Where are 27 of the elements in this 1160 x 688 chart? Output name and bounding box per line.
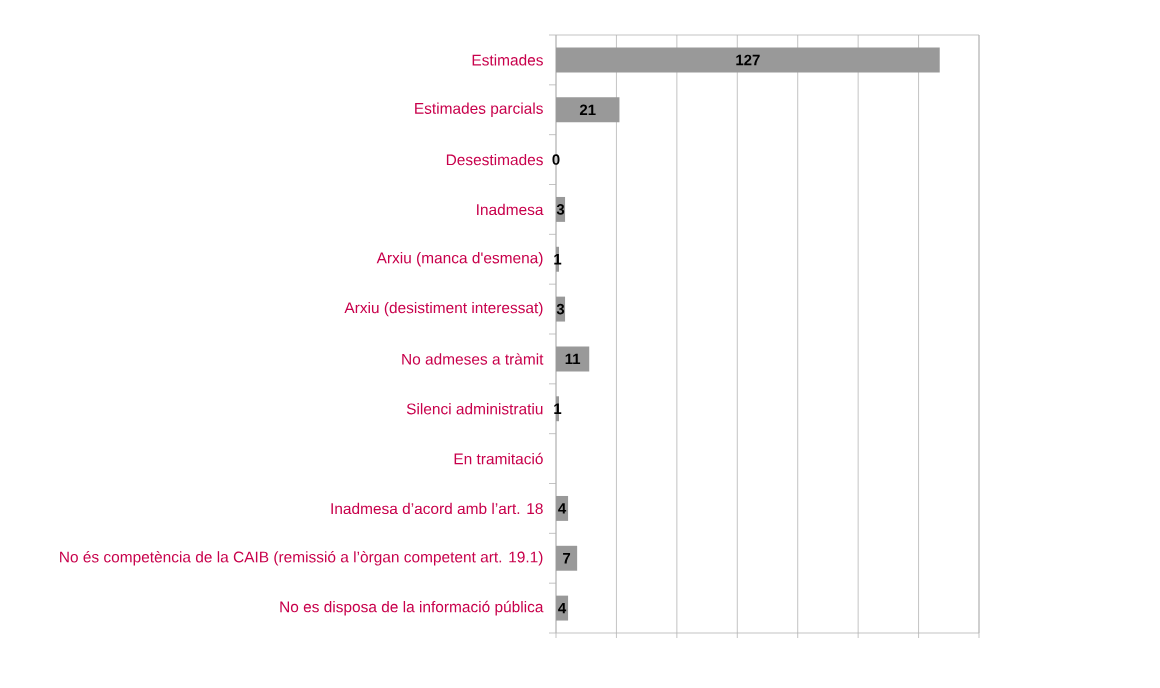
y-tick-label: En tramitació: [454, 452, 543, 465]
y-tick-label: Estimades parcials: [415, 102, 543, 117]
y-tick-label: Desestimades: [446, 153, 543, 166]
bar: [556, 346, 590, 372]
data-label: 127: [736, 54, 760, 66]
y-tick-label: Inadmesa d’acord amb l’art. 18: [331, 502, 543, 515]
data-label: 3: [556, 204, 565, 215]
data-label: 4: [558, 602, 567, 614]
data-label: 21: [579, 104, 596, 115]
y-tick-label: Arxiu (desistiment interessat): [344, 301, 543, 317]
y-tick-label: Silenci administratiu: [406, 403, 543, 415]
y-tick-label: Arxiu (manca d'esmena): [376, 252, 543, 267]
data-label: 3: [556, 303, 565, 315]
data-label: 7: [563, 553, 571, 564]
bar: [556, 545, 578, 571]
data-label: 0: [552, 154, 560, 165]
data-label: 1: [554, 254, 562, 265]
data-label: 4: [558, 503, 567, 514]
y-tick-label: No admeses a tràmit: [402, 353, 544, 365]
bar: [556, 97, 620, 123]
bar: [556, 47, 940, 73]
y-tick-label: No és competència de la CAIB (remissió a l’òrgan competent art. 19.1): [60, 550, 543, 566]
data-label: 1: [554, 403, 562, 414]
data-label: 11: [565, 353, 581, 365]
y-tick-label: No es disposa de la informació pública: [280, 600, 544, 616]
y-tick-label: Inadmesa: [477, 203, 544, 216]
y-tick-label: Estimades: [472, 54, 543, 66]
